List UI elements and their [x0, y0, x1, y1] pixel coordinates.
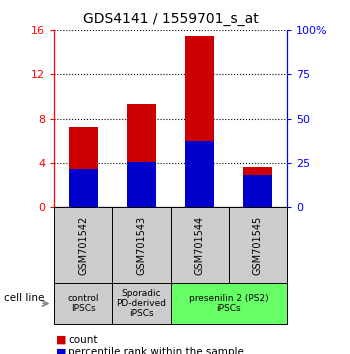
Text: control
IPSCs: control IPSCs [68, 294, 99, 313]
Text: GSM701542: GSM701542 [78, 216, 88, 275]
Bar [243, 175, 272, 207]
Text: GSM701544: GSM701544 [195, 216, 205, 275]
Text: GSM701545: GSM701545 [253, 216, 263, 275]
Text: ■: ■ [56, 347, 66, 354]
Text: ■: ■ [56, 335, 66, 345]
Text: count: count [68, 335, 98, 345]
Bar [69, 127, 98, 207]
Bar [185, 36, 214, 207]
Bar [127, 162, 156, 207]
Text: percentile rank within the sample: percentile rank within the sample [68, 347, 244, 354]
Text: presenilin 2 (PS2)
iPSCs: presenilin 2 (PS2) iPSCs [189, 294, 269, 313]
Text: cell line: cell line [4, 293, 44, 303]
Bar [243, 167, 272, 207]
Bar [69, 169, 98, 207]
Bar [185, 141, 214, 207]
Title: GDS4141 / 1559701_s_at: GDS4141 / 1559701_s_at [83, 12, 259, 26]
Text: GSM701543: GSM701543 [136, 216, 147, 275]
Bar [127, 104, 156, 207]
Text: Sporadic
PD-derived
iPSCs: Sporadic PD-derived iPSCs [117, 289, 167, 319]
